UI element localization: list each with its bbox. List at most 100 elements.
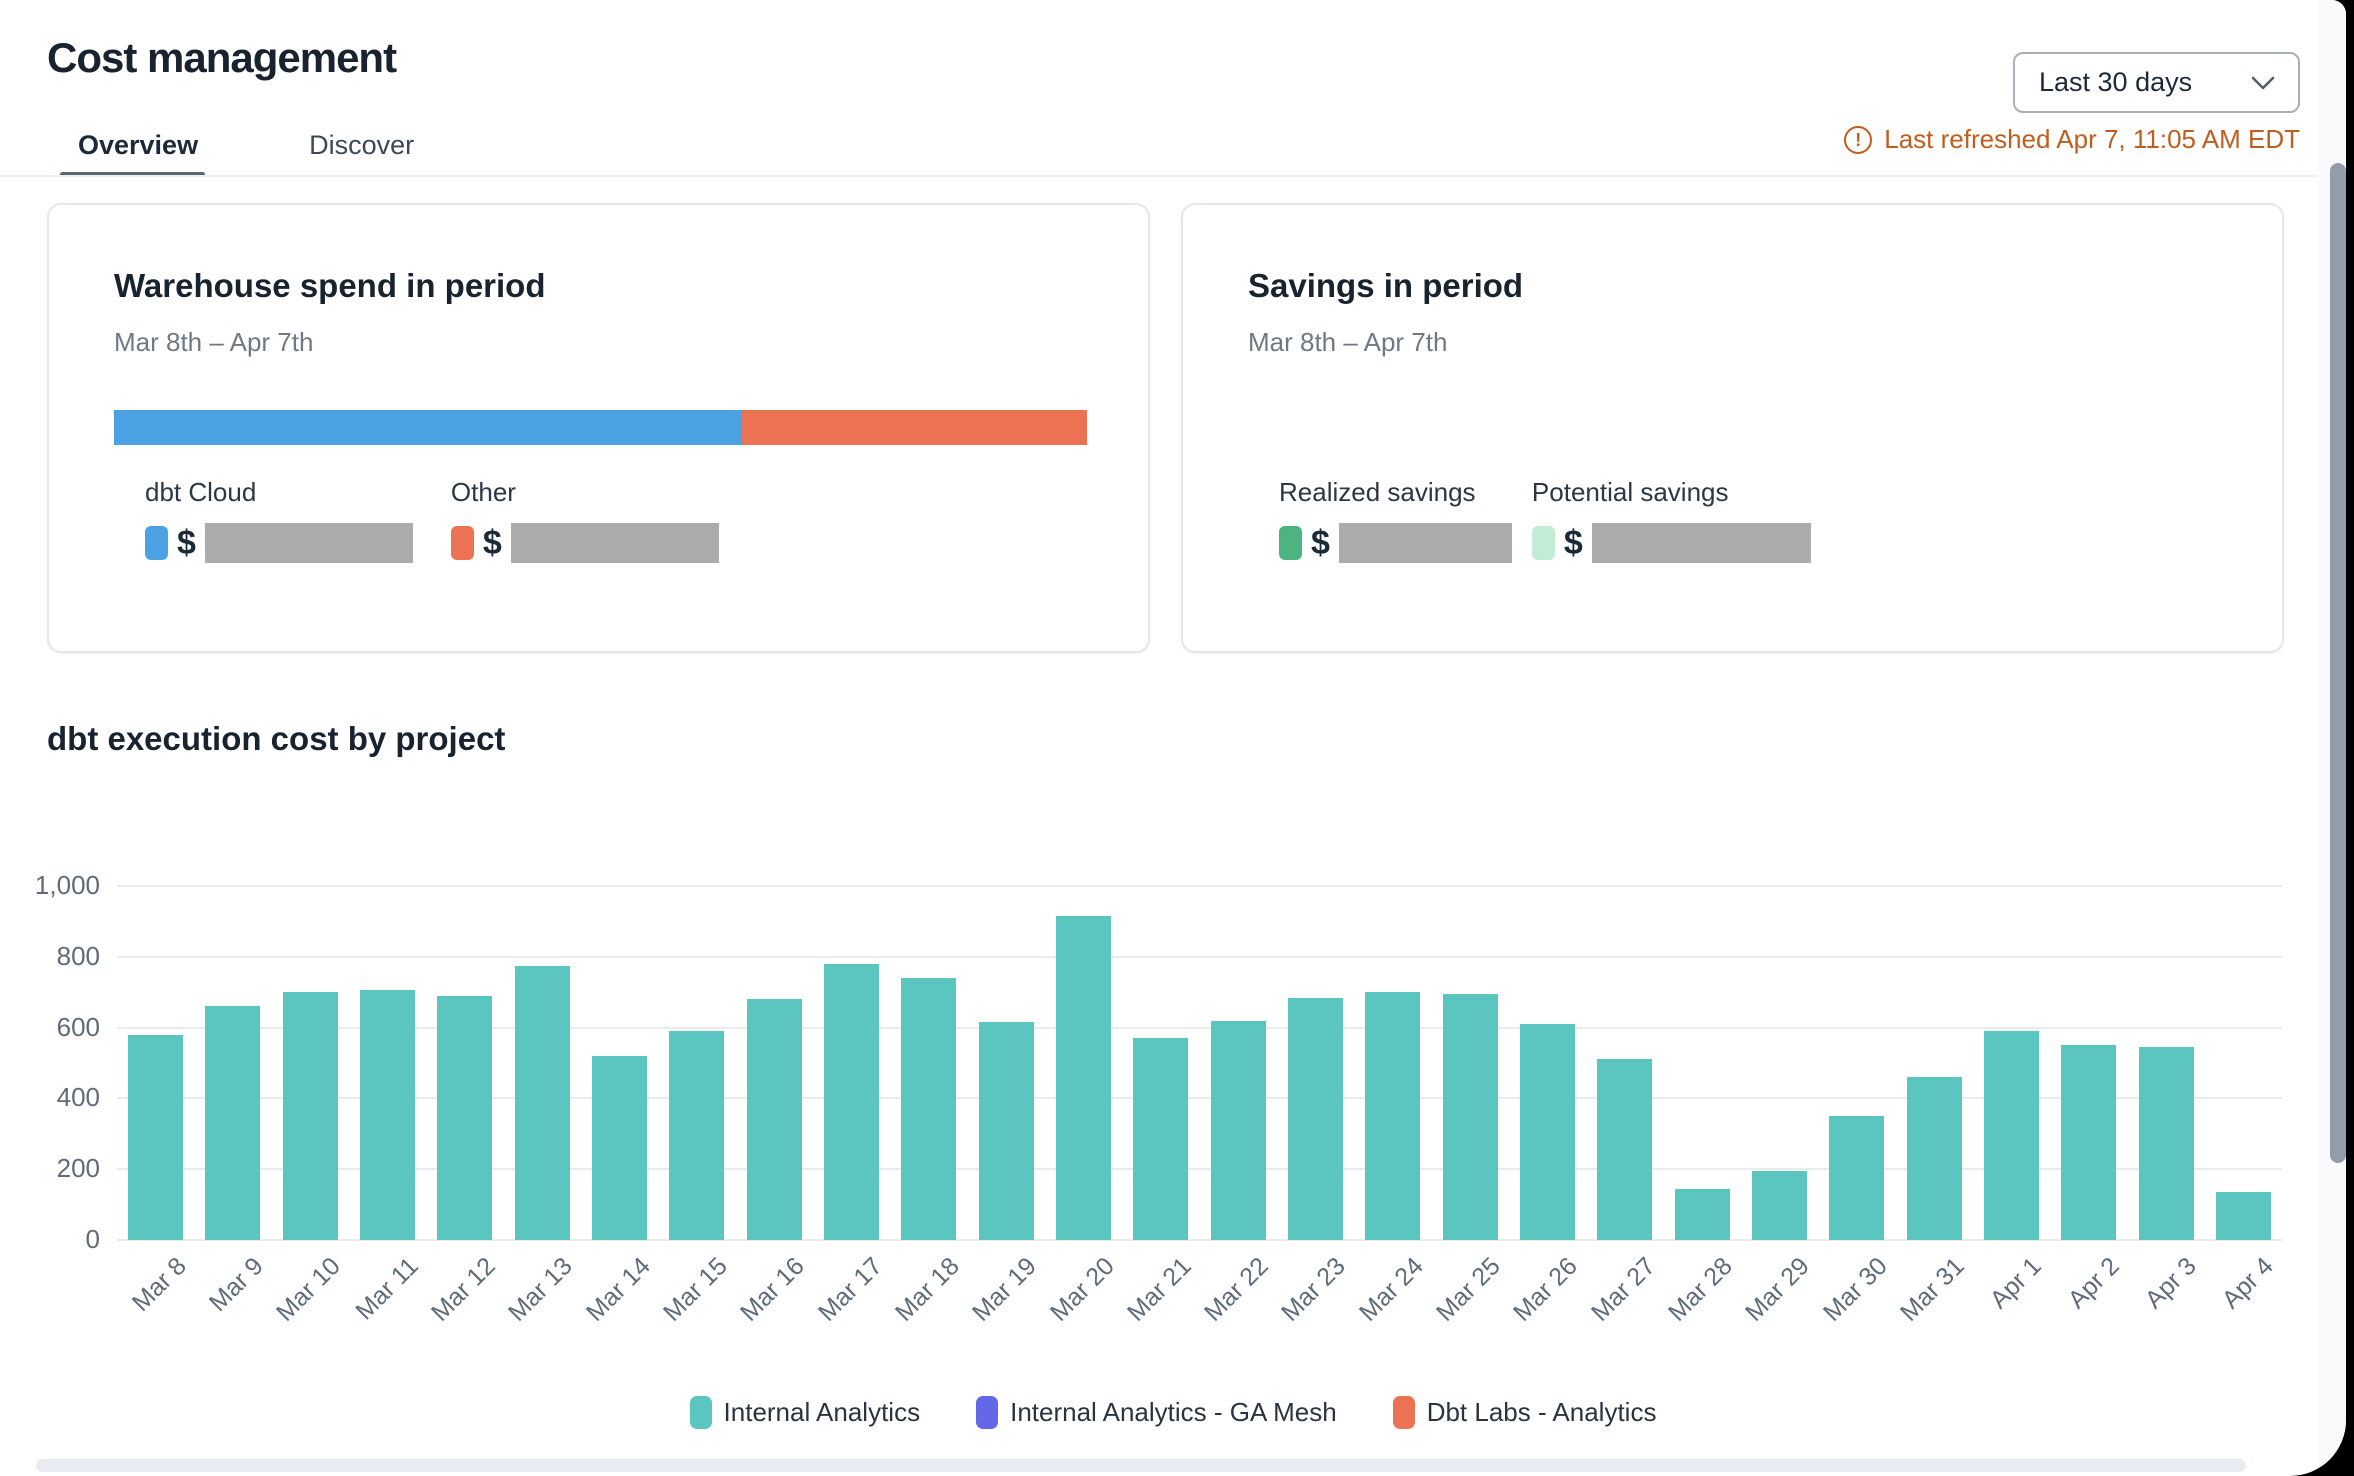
- bar-mar-19[interactable]: [978, 1022, 1034, 1240]
- legend-label: dbt Cloud: [145, 477, 257, 507]
- bar-mar-10[interactable]: [282, 992, 338, 1240]
- chevron-down-icon: [2251, 76, 2275, 89]
- tab-overview[interactable]: Overview: [78, 130, 199, 160]
- x-axis-tick-label: Mar 18: [889, 1252, 965, 1327]
- x-axis-tick-label: Mar 27: [1585, 1252, 1661, 1327]
- gridline: [117, 955, 2282, 958]
- bar-mar-30[interactable]: [1829, 1116, 1885, 1240]
- legend-label: Potential savings: [1531, 477, 1729, 507]
- spend-segment-other: [741, 410, 1087, 445]
- bar-mar-25[interactable]: [1442, 993, 1498, 1240]
- header-divider: [0, 175, 2346, 177]
- bar-mar-26[interactable]: [1519, 1024, 1575, 1240]
- bar-mar-16[interactable]: [746, 999, 802, 1240]
- x-axis-tick-label: Mar 16: [735, 1252, 811, 1327]
- bar-mar-17[interactable]: [824, 963, 880, 1240]
- chart-legend-item-dbt-labs---analytics[interactable]: Dbt Labs - Analytics: [1392, 1396, 1657, 1429]
- x-axis-tick-label: Mar 21: [1121, 1252, 1197, 1327]
- x-axis-tick-label: Mar 12: [425, 1252, 501, 1327]
- warehouse-legend: dbt Cloud $ Other $: [145, 477, 719, 563]
- bar-mar-8[interactable]: [128, 1034, 184, 1240]
- x-axis-tick-label: Mar 24: [1353, 1252, 1429, 1327]
- legend-label: Other: [450, 477, 516, 507]
- legend-label: Realized savings: [1279, 477, 1476, 507]
- color-swatch: [976, 1396, 999, 1429]
- y-axis: 0 200 400 600 800 1,000: [0, 870, 100, 1254]
- bar-mar-28[interactable]: [1674, 1188, 1730, 1240]
- chart-legend-item-internal-analytics[interactable]: Internal Analytics: [689, 1396, 920, 1429]
- bar-mar-21[interactable]: [1133, 1038, 1189, 1240]
- tab-bar: Overview Discover: [60, 130, 432, 183]
- warning-icon: !: [1844, 125, 1873, 154]
- currency-symbol: $: [1563, 523, 1583, 562]
- redacted-value: [204, 523, 413, 563]
- color-swatch: [1392, 1396, 1415, 1429]
- x-axis-tick-label: Mar 28: [1663, 1252, 1738, 1327]
- date-range-select[interactable]: Last 30 days: [2013, 52, 2300, 113]
- bar-mar-20[interactable]: [1056, 916, 1112, 1240]
- spend-segment-dbt-cloud: [114, 410, 742, 445]
- bar-mar-24[interactable]: [1365, 992, 1421, 1240]
- horizontal-scrollbar[interactable]: [36, 1459, 2246, 1472]
- bar-mar-18[interactable]: [901, 978, 957, 1240]
- chart-legend-item-internal-analytics---ga-mesh[interactable]: Internal Analytics - GA Mesh: [976, 1396, 1337, 1429]
- color-swatch: [1531, 526, 1555, 560]
- bar-mar-14[interactable]: [592, 1055, 648, 1240]
- legend-item-other: Other $: [450, 477, 719, 563]
- x-axis-tick-label: Mar 22: [1199, 1252, 1274, 1327]
- x-axis-tick-label: Mar 29: [1740, 1252, 1816, 1327]
- currency-symbol: $: [177, 523, 196, 562]
- bar-mar-9[interactable]: [205, 1006, 261, 1240]
- bar-mar-31[interactable]: [1906, 1077, 1962, 1240]
- tab-discover[interactable]: Discover: [309, 130, 415, 160]
- bar-mar-12[interactable]: [437, 995, 493, 1240]
- x-axis-tick-label: Mar 26: [1508, 1252, 1584, 1327]
- x-axis-tick-label: Mar 19: [967, 1252, 1042, 1327]
- y-axis-tick-label: 600: [56, 1011, 100, 1042]
- chart-legend-label: Dbt Labs - Analytics: [1426, 1397, 1657, 1427]
- bar-mar-15[interactable]: [669, 1031, 725, 1240]
- gridline: [117, 1097, 2282, 1100]
- bar-mar-22[interactable]: [1210, 1020, 1266, 1240]
- bar-apr-3[interactable]: [2138, 1047, 2194, 1240]
- savings-card: Savings in period Mar 8th – Apr 7th Real…: [1181, 203, 2284, 653]
- bar-mar-23[interactable]: [1287, 997, 1343, 1240]
- bar-mar-13[interactable]: [514, 965, 570, 1240]
- chart-legend: Internal Analytics Internal Analytics - G…: [0, 1396, 2346, 1429]
- x-axis-tick-label: Mar 13: [503, 1252, 579, 1327]
- vertical-scrollbar-thumb[interactable]: [2330, 163, 2346, 1163]
- refresh-status: ! Last refreshed Apr 7, 11:05 AM EDT: [1844, 124, 2300, 155]
- x-axis-tick-label: Mar 8: [126, 1252, 192, 1317]
- redacted-value: [1591, 523, 1811, 563]
- bar-mar-29[interactable]: [1751, 1170, 1807, 1240]
- color-swatch: [450, 526, 474, 560]
- refresh-status-text: Last refreshed Apr 7, 11:05 AM EDT: [1884, 124, 2300, 154]
- y-axis-tick-label: 200: [56, 1153, 100, 1184]
- currency-symbol: $: [1311, 523, 1330, 562]
- date-range-value: Last 30 days: [2039, 67, 2193, 97]
- y-axis-tick-label: 800: [56, 940, 100, 971]
- x-axis-tick-label: Mar 30: [1817, 1252, 1893, 1327]
- warehouse-spend-card: Warehouse spend in period Mar 8th – Apr …: [47, 203, 1150, 653]
- active-tab-indicator: [60, 172, 205, 177]
- x-axis-tick-label: Mar 11: [349, 1252, 424, 1326]
- bar-apr-1[interactable]: [1983, 1031, 2039, 1240]
- color-swatch: [1279, 526, 1302, 560]
- x-axis-tick-label: Mar 15: [657, 1252, 733, 1327]
- warehouse-card-title: Warehouse spend in period: [114, 267, 546, 304]
- chart-legend-label: Internal Analytics - GA Mesh: [1010, 1397, 1337, 1427]
- savings-card-subtitle: Mar 8th – Apr 7th: [1248, 327, 1448, 357]
- bar-apr-4[interactable]: [2215, 1192, 2271, 1240]
- bar-mar-11[interactable]: [360, 990, 416, 1240]
- bar-apr-2[interactable]: [2061, 1045, 2117, 1240]
- x-axis-tick-label: Mar 17: [812, 1252, 888, 1327]
- legend-item-realized-savings: Realized savings $: [1279, 477, 1512, 563]
- x-axis-tick-label: Apr 4: [2217, 1252, 2280, 1315]
- x-axis-tick-label: Apr 1: [1985, 1252, 2048, 1315]
- bar-mar-27[interactable]: [1597, 1059, 1653, 1240]
- gridline: [117, 885, 2282, 887]
- chart-title: dbt execution cost by project: [47, 720, 506, 757]
- x-axis-tick-label: Mar 10: [271, 1252, 347, 1327]
